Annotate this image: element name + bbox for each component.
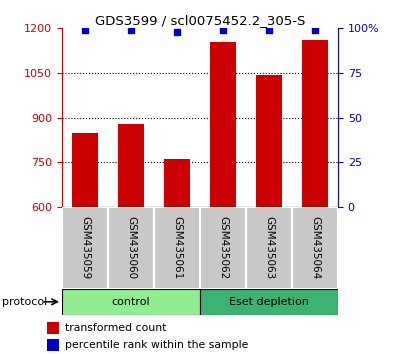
Bar [108, 207, 154, 289]
Text: GSM435063: GSM435063 [264, 216, 274, 279]
Bar [72, 133, 98, 207]
Point [174, 29, 180, 35]
Bar [62, 207, 108, 289]
Bar [302, 40, 328, 207]
Text: GSM435062: GSM435062 [218, 216, 228, 279]
Bar [200, 207, 246, 289]
Bar [292, 207, 338, 289]
Bar [246, 207, 292, 289]
Bar [154, 207, 200, 289]
Text: GSM435060: GSM435060 [126, 216, 136, 279]
Bar [164, 159, 190, 207]
Bar [256, 74, 282, 207]
Point [312, 27, 318, 33]
Point [128, 27, 134, 33]
Bar [200, 289, 338, 315]
Text: transformed count: transformed count [65, 322, 166, 333]
Text: protocol: protocol [2, 297, 47, 307]
Bar [47, 339, 59, 351]
Text: control: control [112, 297, 150, 307]
Point [82, 27, 88, 33]
Point [220, 27, 226, 33]
Bar [62, 289, 200, 315]
Text: GSM435064: GSM435064 [310, 216, 320, 279]
Text: GSM435059: GSM435059 [80, 216, 90, 279]
Bar [210, 42, 236, 207]
Bar [47, 322, 59, 333]
Text: GSM435061: GSM435061 [172, 216, 182, 279]
Bar [118, 124, 144, 207]
Text: percentile rank within the sample: percentile rank within the sample [65, 340, 248, 350]
Text: Eset depletion: Eset depletion [229, 297, 309, 307]
Point [266, 27, 272, 33]
Title: GDS3599 / scl0075452.2_305-S: GDS3599 / scl0075452.2_305-S [95, 14, 305, 27]
